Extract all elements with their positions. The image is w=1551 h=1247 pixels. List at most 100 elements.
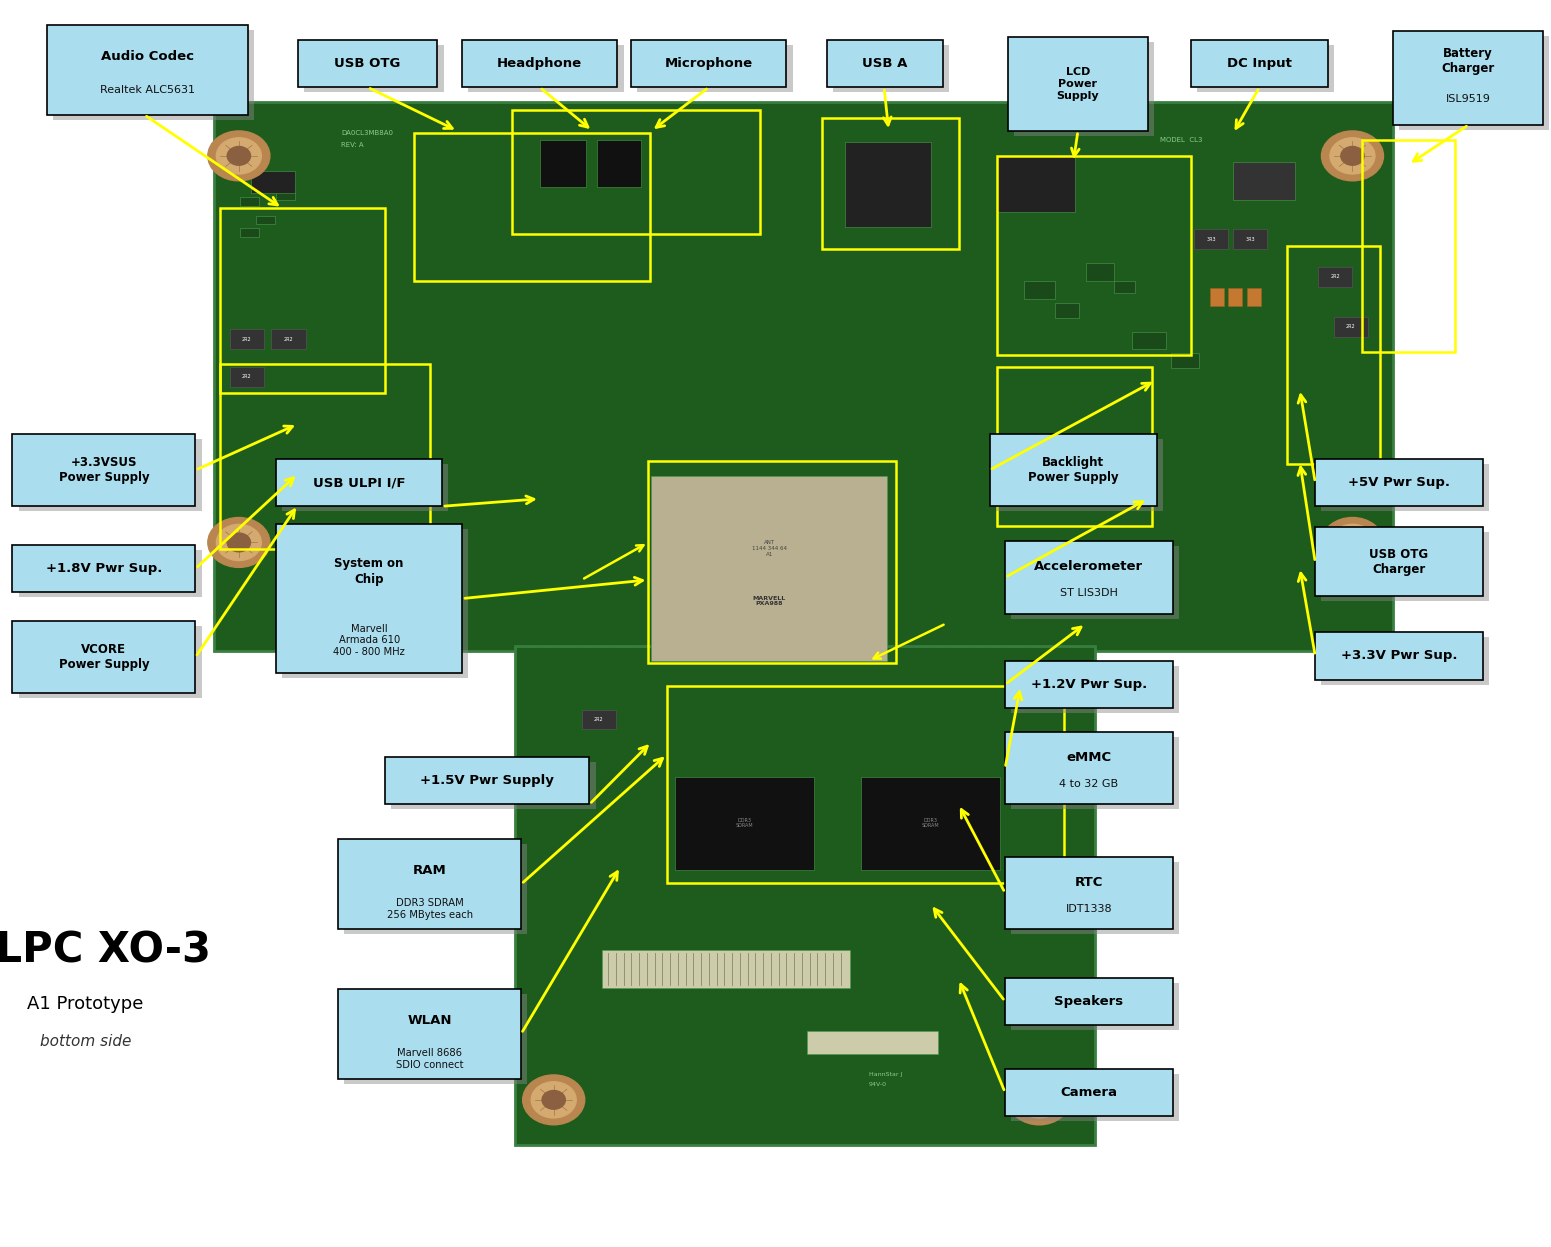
Bar — [271, 329, 306, 349]
Bar — [1008, 37, 1148, 131]
Bar — [1315, 527, 1483, 596]
Text: System on
Chip: System on Chip — [335, 557, 403, 586]
Bar — [385, 757, 589, 804]
Bar — [667, 686, 1064, 883]
Circle shape — [1340, 147, 1365, 165]
Circle shape — [216, 138, 261, 175]
Text: Audio Codec: Audio Codec — [101, 50, 194, 62]
Bar — [1011, 983, 1179, 1030]
Text: USB OTG
Charger: USB OTG Charger — [1370, 547, 1428, 576]
Circle shape — [208, 131, 270, 181]
Bar — [1055, 303, 1079, 318]
Circle shape — [216, 525, 261, 561]
Bar — [338, 989, 521, 1079]
Bar — [47, 25, 248, 115]
Bar — [1086, 263, 1114, 281]
Circle shape — [226, 147, 250, 165]
Bar — [12, 434, 195, 506]
Circle shape — [1340, 534, 1365, 551]
Bar — [276, 191, 295, 200]
Bar — [12, 621, 195, 693]
Bar — [845, 142, 931, 227]
Bar — [251, 171, 295, 193]
Text: DA0CL3MB8A0: DA0CL3MB8A0 — [341, 131, 394, 136]
Bar — [276, 524, 462, 673]
Circle shape — [543, 1090, 566, 1110]
Text: 2R2: 2R2 — [594, 717, 603, 722]
Text: ST LIS3DH: ST LIS3DH — [1059, 589, 1118, 599]
Bar — [651, 476, 887, 661]
Bar — [1334, 317, 1368, 337]
Bar — [833, 45, 949, 92]
Bar — [282, 464, 448, 511]
Bar — [1233, 162, 1295, 200]
Bar — [1005, 857, 1173, 929]
Text: 4 to 32 GB: 4 to 32 GB — [1059, 779, 1118, 789]
Text: WLAN: WLAN — [408, 1014, 451, 1026]
Circle shape — [1321, 518, 1383, 567]
Bar — [1194, 229, 1228, 249]
Text: Marvell
Armada 610
400 - 800 MHz: Marvell Armada 610 400 - 800 MHz — [333, 624, 405, 657]
Text: MARVELL
PXA988: MARVELL PXA988 — [752, 596, 786, 606]
Text: RAM: RAM — [413, 864, 447, 877]
Text: +1.5V Pwr Supply: +1.5V Pwr Supply — [420, 774, 554, 787]
Bar — [1191, 40, 1328, 87]
Bar — [462, 40, 617, 87]
Circle shape — [1008, 1075, 1070, 1125]
Text: DDR3
SDRAM: DDR3 SDRAM — [735, 818, 754, 828]
Bar — [512, 110, 760, 234]
Text: eMMC: eMMC — [1066, 751, 1112, 764]
Bar — [1024, 281, 1055, 299]
Text: +1.2V Pwr Sup.: +1.2V Pwr Sup. — [1031, 678, 1146, 691]
Bar — [1171, 353, 1199, 368]
Bar — [344, 844, 527, 934]
Bar — [391, 762, 596, 809]
Bar — [19, 626, 202, 698]
Bar — [997, 156, 1191, 355]
Bar — [1399, 36, 1549, 130]
Text: REV: A: REV: A — [341, 142, 364, 147]
Bar — [240, 197, 259, 206]
Bar — [220, 208, 385, 393]
Bar — [468, 45, 624, 92]
Text: Accelerometer: Accelerometer — [1035, 560, 1143, 574]
Bar — [282, 529, 468, 678]
Bar — [1132, 332, 1166, 349]
Bar — [648, 461, 896, 663]
Bar — [230, 329, 264, 349]
Bar — [597, 140, 641, 187]
Text: 2R2: 2R2 — [242, 374, 251, 379]
Text: MODEL  CL3: MODEL CL3 — [1160, 137, 1202, 142]
Text: Realtek ALC5631: Realtek ALC5631 — [99, 85, 195, 95]
Bar — [822, 118, 959, 249]
Bar — [675, 777, 814, 870]
Circle shape — [226, 534, 250, 551]
Bar — [1233, 229, 1267, 249]
Text: A1 Prototype: A1 Prototype — [26, 995, 144, 1013]
Bar — [19, 439, 202, 511]
Bar — [807, 1031, 938, 1054]
Text: +1.8V Pwr Sup.: +1.8V Pwr Sup. — [45, 562, 163, 575]
Bar — [631, 40, 786, 87]
Text: DC Input: DC Input — [1227, 57, 1292, 70]
Circle shape — [208, 518, 270, 567]
Bar — [997, 367, 1152, 526]
Text: IDT1338: IDT1338 — [1066, 904, 1112, 914]
Bar — [997, 156, 1075, 212]
Circle shape — [1028, 1090, 1052, 1110]
Text: 3R3: 3R3 — [1207, 237, 1216, 242]
Bar — [1011, 1074, 1179, 1121]
Bar — [1005, 1069, 1173, 1116]
Text: DDR3
SDRAM: DDR3 SDRAM — [921, 818, 940, 828]
Bar — [1321, 532, 1489, 601]
Bar — [1247, 288, 1261, 306]
Bar — [1287, 246, 1380, 464]
Text: Battery
Charger: Battery Charger — [1441, 47, 1495, 75]
Text: USB OTG: USB OTG — [335, 57, 400, 70]
Circle shape — [1331, 138, 1374, 175]
Text: Backlight
Power Supply: Backlight Power Supply — [1028, 456, 1118, 484]
Bar — [338, 839, 521, 929]
Bar — [223, 110, 1383, 643]
Text: 2R2: 2R2 — [1331, 274, 1340, 279]
Text: ISL9519: ISL9519 — [1446, 94, 1491, 104]
